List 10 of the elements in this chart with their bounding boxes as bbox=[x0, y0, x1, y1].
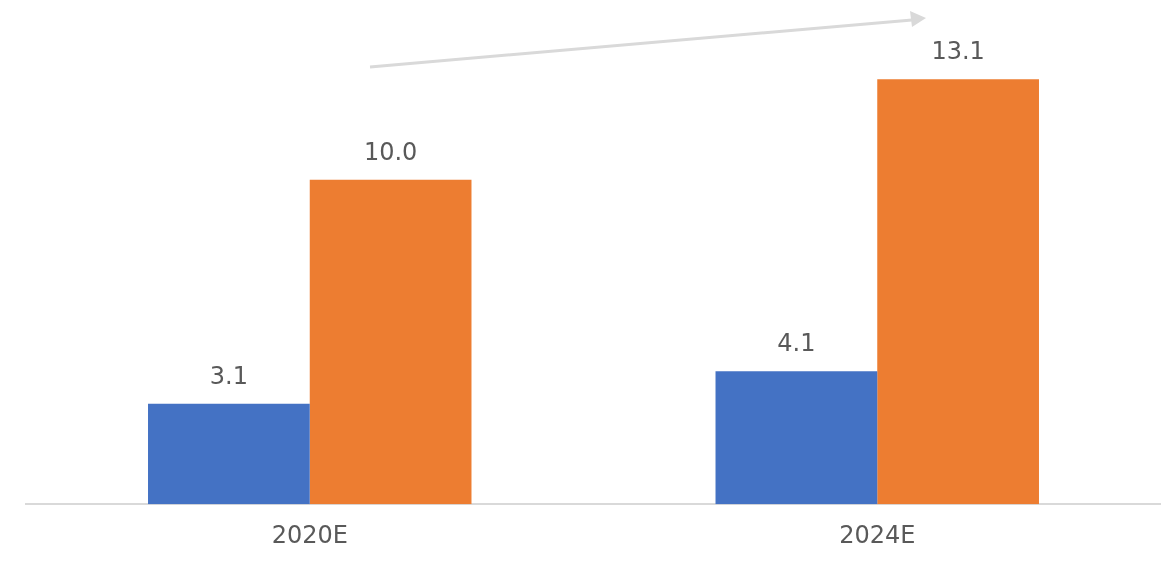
data-label: 10.0 bbox=[363, 138, 418, 167]
data-label: 3.1 bbox=[209, 361, 248, 390]
x-tick-label: 2024E bbox=[839, 520, 916, 549]
data-label: 4.1 bbox=[777, 329, 816, 358]
bar bbox=[309, 179, 472, 505]
bar bbox=[715, 371, 878, 505]
bar bbox=[877, 79, 1039, 505]
data-label: 13.1 bbox=[931, 37, 985, 66]
x-tick-label: 2020E bbox=[271, 520, 348, 549]
bar bbox=[148, 403, 310, 505]
